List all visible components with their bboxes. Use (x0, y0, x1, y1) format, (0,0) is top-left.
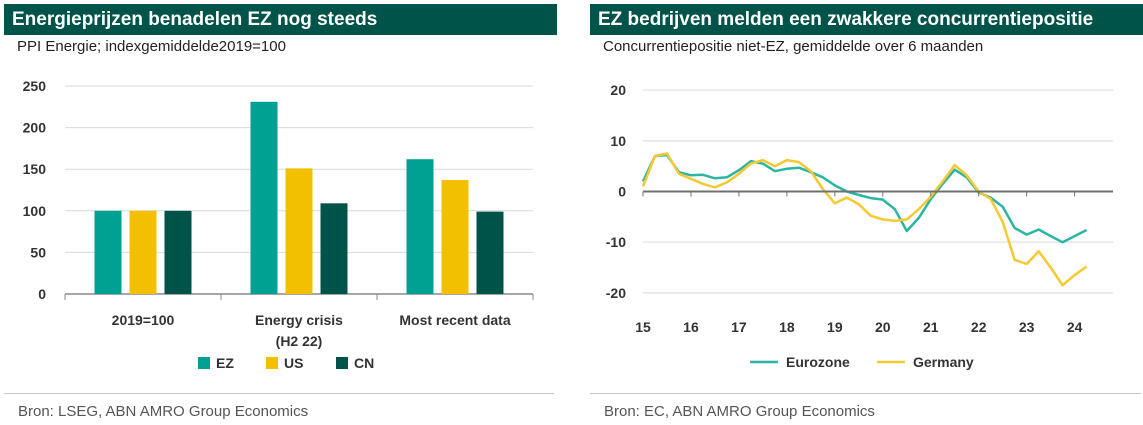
bar (441, 180, 469, 294)
legend-swatch (266, 357, 278, 369)
y-tick-label: 200 (23, 120, 47, 136)
x-tick-label: 21 (923, 319, 939, 335)
source-divider (4, 393, 554, 394)
legend-label: US (284, 355, 303, 371)
legend-swatch (198, 357, 210, 369)
y-tick-label: 20 (610, 82, 626, 98)
x-tick-label: Most recent data (399, 312, 510, 328)
competitiveness-panel: EZ bedrijven melden een zwakkere concurr… (586, 0, 1143, 425)
bar (250, 101, 278, 294)
x-tick-label: 18 (779, 319, 795, 335)
y-tick-label: 150 (23, 161, 47, 177)
x-tick-label: 16 (683, 319, 699, 335)
bar (129, 210, 157, 294)
panel-title: Energieprijzen benadelen EZ nog steeds (4, 4, 557, 35)
series-line (641, 153, 1088, 244)
chart-subtitle: PPI Energie; indexgemiddelde2019=100 (17, 38, 286, 55)
x-tick-label: 23 (1019, 319, 1035, 335)
y-tick-label: 100 (23, 203, 47, 219)
bar (476, 211, 504, 294)
x-tick-label: 15 (635, 319, 651, 335)
line-chart: 20 10 0 -10 -20 15 16 17 18 19 20 21 22 23 24 Eurozone G… (606, 82, 1113, 370)
panel-title: EZ bedrijven melden een zwakkere concurr… (590, 4, 1143, 35)
bar (320, 203, 348, 294)
source-note: Bron: EC, ABN AMRO Group Economics (604, 403, 875, 420)
legend-label: Eurozone (786, 354, 850, 370)
legend-swatch (336, 357, 348, 369)
x-tick-label: 20 (875, 319, 891, 335)
source-note: Bron: LSEG, ABN AMRO Group Economics (18, 403, 309, 420)
energy-prices-panel: Energieprijzen benadelen EZ nog steeds P… (0, 0, 557, 425)
x-tick-label: 22 (971, 319, 987, 335)
x-tick-label: 2019=100 (112, 312, 175, 328)
series-line (641, 152, 1088, 287)
legend-label: CN (354, 355, 374, 371)
bar (406, 159, 434, 294)
y-tick-label: 10 (610, 133, 626, 149)
x-tick-label: 19 (827, 319, 843, 335)
y-tick-label: 250 (23, 78, 47, 94)
y-tick-label: -20 (606, 285, 626, 301)
legend-label: Germany (913, 354, 974, 370)
bar-chart: 0 50 100 150 200 250 2019=100 Energy crisis (H2 … (23, 78, 534, 371)
source-divider (590, 393, 1141, 394)
x-tick-label: (H2 22) (276, 333, 323, 349)
x-tick-label: Energy crisis (255, 312, 343, 328)
y-tick-label: 50 (30, 244, 46, 260)
bar (164, 210, 192, 294)
y-tick-label: -10 (606, 234, 626, 250)
y-tick-label: 0 (38, 286, 46, 302)
x-tick-label: 24 (1067, 319, 1083, 335)
bar (285, 168, 313, 294)
chart-subtitle: Concurrentiepositie niet-EZ, gemiddelde … (603, 38, 984, 55)
y-tick-label: 0 (618, 184, 626, 200)
bar (94, 210, 122, 294)
legend-label: EZ (216, 355, 234, 371)
x-tick-label: 17 (731, 319, 747, 335)
